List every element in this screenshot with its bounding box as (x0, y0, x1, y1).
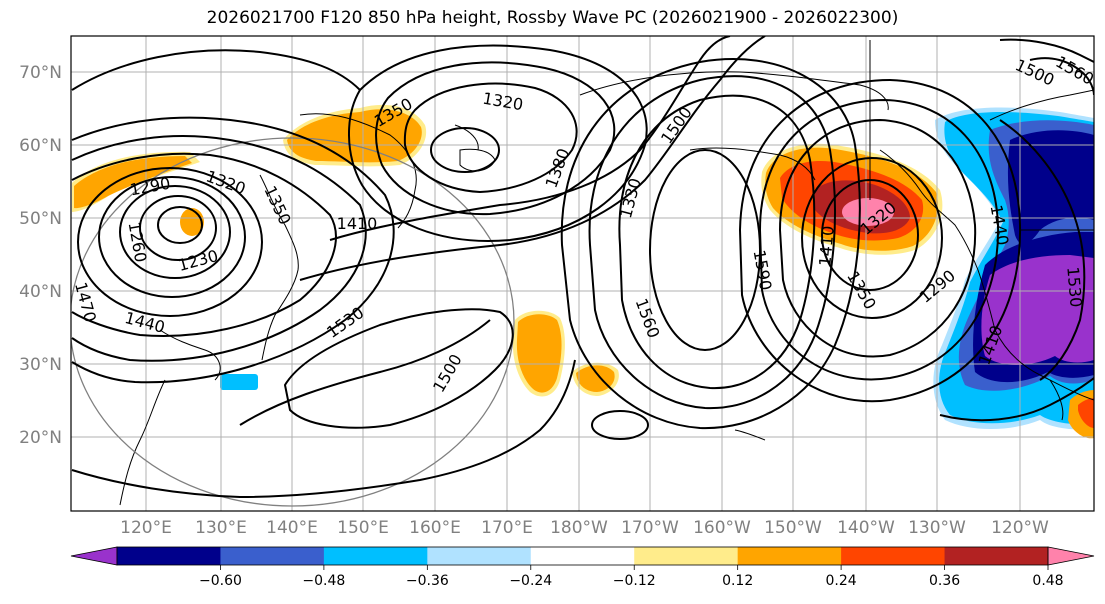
latitude-label: 70°N (19, 63, 62, 83)
map-frame (70, 35, 1095, 512)
positive-anomaly-patch (287, 109, 422, 163)
contour-label-text: 1380 (542, 146, 574, 191)
longitude-label: 150°E (337, 518, 389, 538)
contour-label: 1500 (657, 103, 696, 147)
positive-anomaly-patch (516, 314, 562, 393)
colorbar-tick-label: −0.60 (199, 573, 242, 589)
contour-label: 1320 (481, 89, 524, 115)
longitude-label: 170°W (621, 518, 679, 538)
colorbar-segment (944, 547, 1049, 565)
colorbar-segment (323, 547, 428, 565)
colorbar-segment (530, 547, 635, 565)
contour-label: 1410 (337, 214, 378, 233)
longitude-label: 160°E (409, 518, 461, 538)
colorbar-tick-label: −0.48 (302, 573, 345, 589)
colorbar-segment (841, 547, 946, 565)
latitude-label: 40°N (19, 282, 62, 302)
contour-label-text: 1330 (616, 176, 645, 220)
latitude-label: 50°N (19, 209, 62, 229)
height-contours (71, 36, 1094, 499)
colorbar-tick-label: −0.36 (406, 573, 449, 589)
contour-label: 1590 (750, 248, 776, 291)
colorbar-tick-label: 0.24 (826, 573, 857, 589)
contour-label-text: 1410 (337, 214, 378, 233)
contour-label-text: 1530 (323, 303, 367, 342)
longitude-label: 140°W (837, 518, 895, 538)
colorbar-tick-label: 0.48 (1032, 573, 1063, 589)
contour-label-text: 1530 (1063, 266, 1085, 308)
longitude-label: 180°W (550, 518, 608, 538)
colorbar-tick-label: −0.12 (613, 573, 656, 589)
latitude-label: 20°N (19, 428, 62, 448)
positive-anomaly-patch (1078, 398, 1094, 428)
contour-label: 1530 (1063, 266, 1085, 308)
colorbar-frame (116, 546, 1049, 566)
negative-anomaly-patch (1007, 130, 1094, 245)
contour-label: 1320 (203, 167, 248, 199)
contour-label-text: 1320 (481, 89, 524, 115)
longitude-label: 130°W (908, 518, 966, 538)
longitude-label: 160°W (693, 518, 751, 538)
colorbar-tick-label: 0.12 (722, 573, 753, 589)
contour-label: 1350 (260, 183, 294, 228)
chart-title: 2026021700 F120 850 hPa height, Rossby W… (206, 8, 899, 28)
colorbar: −0.60 −0.48 −0.36 −0.24 −0.12 0.12 0.24 0.36 0.4… (70, 546, 1095, 589)
colorbar-tick-label: −0.24 (509, 573, 552, 589)
latitude-label: 60°N (19, 136, 62, 156)
colorbar-segment (427, 547, 532, 565)
longitude-label: 130°E (195, 518, 247, 538)
contour-label: 1530 (323, 303, 367, 342)
colorbar-extend-min (70, 546, 118, 566)
reference-circle (71, 137, 515, 507)
colorbar-segment (737, 547, 842, 565)
latitude-labels: 70°N 60°N 50°N 40°N 30°N 20°N (19, 63, 62, 448)
latitude-label: 30°N (19, 355, 62, 375)
colorbar-segment (117, 547, 221, 565)
negative-anomaly-patch (981, 255, 1094, 365)
contour-label: 1560 (1052, 52, 1097, 89)
colorbar-segment (634, 547, 739, 565)
longitude-label: 120°E (120, 518, 172, 538)
contour-label: 1330 (616, 176, 645, 220)
longitude-label: 140°E (266, 518, 318, 538)
contour-label-text: 1410 (815, 225, 837, 267)
anomaly-shading (72, 104, 1094, 439)
positive-anomaly-patch (576, 365, 615, 392)
contour-label: 1560 (632, 296, 664, 341)
contour-label: 1230 (176, 246, 220, 275)
contour-label-text: 1590 (750, 248, 776, 291)
contour-label: 1500 (429, 351, 466, 396)
contour-label-text: 1350 (260, 183, 294, 228)
longitude-label: 170°E (481, 518, 533, 538)
longitude-labels: 120°E 130°E 140°E 150°E 160°E 170°E 180°W 170°W… (120, 518, 1049, 538)
contour-label-text: 1500 (657, 103, 696, 147)
contour-label-text: 1230 (176, 246, 220, 275)
longitude-label: 120°W (991, 518, 1049, 538)
colorbar-tick-label: 0.36 (929, 573, 960, 589)
graticule (71, 36, 1094, 511)
contour-label-text: 1500 (1012, 55, 1057, 89)
contour-label-text: 1560 (1052, 52, 1097, 89)
negative-anomaly-patch (220, 374, 258, 390)
positive-anomaly-patch (842, 198, 894, 226)
contour-label: 1410 (815, 225, 837, 267)
colorbar-segment (220, 547, 325, 565)
contour-label-text: 1320 (203, 167, 248, 199)
longitude-label: 150°W (764, 518, 822, 538)
colorbar-extend-max (1047, 546, 1095, 566)
